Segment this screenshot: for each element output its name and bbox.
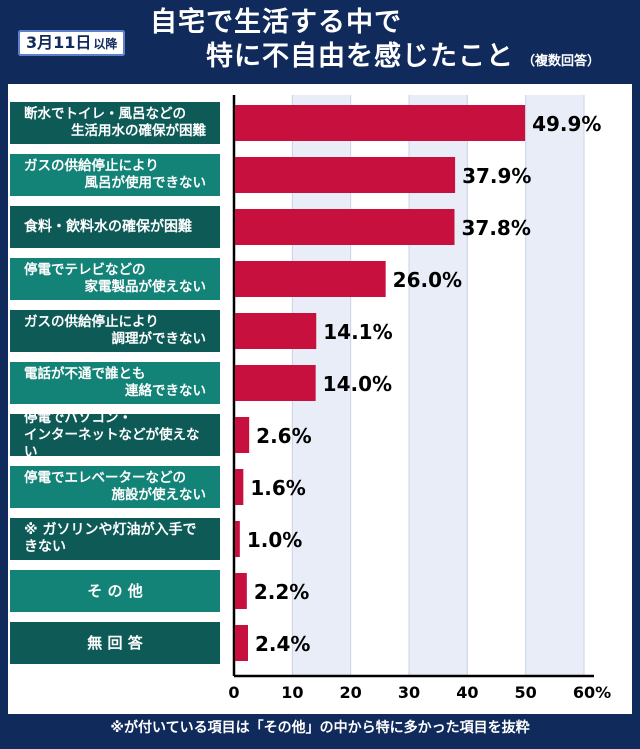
title-line-1: 自宅で生活する中で [150, 7, 402, 38]
category-label: 停電でテレビなどの 家電製品が使えない [10, 258, 220, 300]
x-tick-label: 10 [281, 683, 303, 702]
category-label: ガスの供給停止により 風呂が使用できない [10, 154, 220, 196]
bar-value-label: 1.6% [250, 476, 305, 500]
category-label: 食料・飲料水の確保が困難 [10, 206, 220, 248]
bar [235, 313, 317, 349]
category-label-line: ガスの供給停止により [24, 314, 159, 330]
bar [235, 157, 456, 193]
category-label-line: 停電でパソコン・ [24, 409, 132, 426]
category-label-text: そ の 他 [87, 581, 143, 600]
bar-value-label: 2.2% [254, 580, 309, 604]
category-label: ガスの供給停止により 調理ができない [10, 310, 220, 352]
title-line-2-text: 特に不自由を感じたこと [206, 41, 514, 72]
category-label-line: 連絡できない [125, 383, 206, 399]
bar-value-label: 37.9% [462, 164, 531, 188]
category-label: 断水でトイレ・風呂などの 生活用水の確保が困難 [10, 102, 220, 144]
category-label: 停電でエレベーターなどの 施設が使えない [10, 466, 220, 508]
category-label-line: 停電でエレベーターなどの [24, 470, 186, 486]
bar [235, 365, 316, 401]
category-label-line: 生活用水の確保が困難 [71, 123, 206, 139]
category-label-line: 停電でテレビなどの [24, 262, 146, 278]
bar [235, 105, 526, 141]
date-main: 3月11日 [26, 33, 92, 52]
x-tick-label: 20 [340, 683, 362, 702]
date-suffix: 以降 [93, 37, 118, 51]
category-label-line: 断水でトイレ・風呂などの [24, 106, 186, 122]
bar-value-label: 2.4% [255, 632, 310, 656]
date-badge: 3月11日 以降 [18, 30, 126, 56]
bar-value-label: 49.9% [532, 112, 601, 136]
category-label-line: 家電製品が使えない [84, 279, 207, 295]
category-label-line: 風呂が使用できない [84, 175, 207, 191]
bar [235, 521, 240, 557]
category-label-line: インターネットなどが使えない [24, 426, 200, 460]
x-tick-label: 60% [573, 683, 611, 702]
bar-value-label: 26.0% [393, 268, 462, 292]
x-tick-label: 0 [228, 683, 239, 702]
x-tick-label: 50 [515, 683, 537, 702]
header: 3月11日 以降 自宅で生活する中で 特に不自由を感じたこと （複数回答） [0, 0, 640, 82]
category-label: 停電でパソコン・ インターネットなどが使えない [10, 410, 220, 460]
category-label-line: 施設が使えない [111, 487, 207, 503]
bar [235, 573, 247, 609]
bar [235, 469, 244, 505]
title-note: （複数回答） [522, 54, 601, 69]
category-label: 無 回 答 [10, 622, 220, 664]
bar [235, 417, 250, 453]
title-line-2: 特に不自由を感じたこと （複数回答） [206, 40, 630, 79]
bar [235, 209, 455, 245]
category-label-line: 電話が不通で誰とも [24, 366, 146, 382]
bar-value-label: 14.1% [323, 320, 392, 344]
bar-value-label: 2.6% [256, 424, 311, 448]
bar [235, 261, 386, 297]
footer-note: ※が付いている項目は「その他」の中から特に多かった項目を抜粋 [110, 720, 530, 736]
category-label: 電話が不通で誰とも 連絡できない [10, 362, 220, 404]
category-label: そ の 他 [10, 570, 220, 612]
bar-value-label: 14.0% [323, 372, 392, 396]
category-label-line: ガスの供給停止により [24, 158, 159, 174]
category-label: ※ ガソリンや灯油が入手できない [10, 518, 220, 560]
category-label-text: ※ ガソリンや灯油が入手できない [24, 522, 197, 555]
grid-band [525, 95, 584, 676]
bar-value-label: 1.0% [247, 528, 302, 552]
category-label-text: 無 回 答 [87, 633, 143, 652]
bar [235, 625, 248, 661]
x-tick-label: 30 [398, 683, 420, 702]
page-title: 自宅で生活する中で 特に不自由を感じたこと （複数回答） [150, 6, 630, 79]
x-tick-label: 40 [456, 683, 478, 702]
category-label-text: 食料・飲料水の確保が困難 [24, 218, 192, 235]
category-label-line: 調理ができない [111, 331, 207, 347]
bar-value-label: 37.8% [462, 216, 531, 240]
